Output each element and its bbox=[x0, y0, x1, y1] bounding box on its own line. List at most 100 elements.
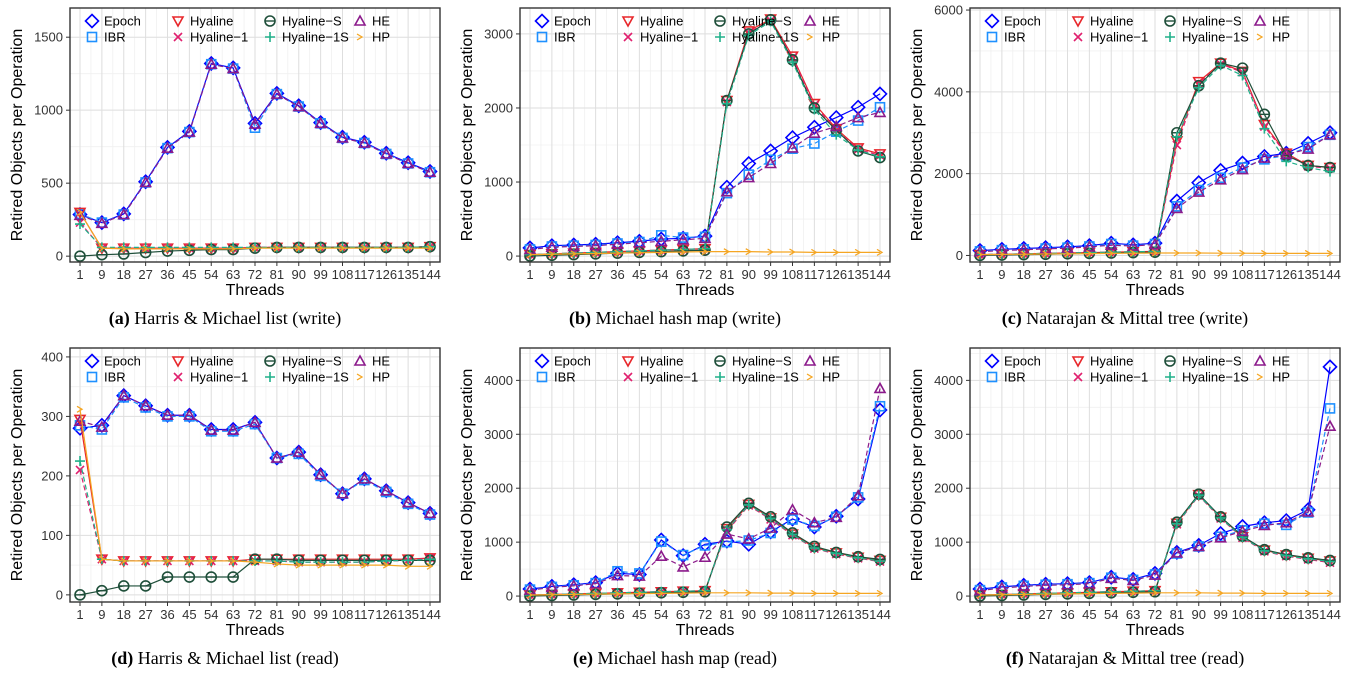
data-point bbox=[295, 244, 303, 252]
x-tick-label: 126 bbox=[375, 607, 397, 622]
legend-label: HP bbox=[1272, 370, 1290, 385]
series-hp bbox=[526, 248, 884, 259]
caption-letter: (d) bbox=[111, 648, 134, 668]
legend-item-epoch: Epoch bbox=[984, 13, 1041, 29]
x-tick-label: 99 bbox=[1213, 267, 1227, 282]
legend-key-icon bbox=[623, 32, 633, 42]
x-tick-label: 36 bbox=[1060, 267, 1074, 282]
data-point bbox=[117, 580, 130, 592]
x-tick-label: 126 bbox=[825, 267, 847, 282]
legend-item-hp: HP bbox=[806, 30, 840, 45]
data-point bbox=[1258, 108, 1271, 121]
caption-text: Natarajan & Mittal tree (read) bbox=[1028, 648, 1245, 668]
data-point bbox=[204, 423, 218, 435]
data-point bbox=[1083, 240, 1096, 252]
legend-label: HE bbox=[372, 14, 390, 29]
data-point bbox=[73, 414, 87, 426]
data-point bbox=[872, 86, 888, 102]
data-point bbox=[98, 244, 106, 252]
legend-item-he: HE bbox=[803, 14, 840, 29]
data-point bbox=[976, 251, 984, 259]
series-group bbox=[972, 359, 1338, 602]
x-tick-label: 9 bbox=[98, 267, 105, 282]
data-point bbox=[336, 487, 349, 499]
data-point bbox=[1279, 147, 1293, 160]
series-line bbox=[529, 388, 881, 591]
legend-item-hyaline-1: Hyaline−1 bbox=[173, 30, 248, 45]
data-point bbox=[679, 589, 687, 597]
data-point bbox=[1259, 154, 1270, 165]
y-axis-title: Retired Objects per Operation bbox=[9, 29, 26, 242]
data-point bbox=[120, 245, 128, 253]
legend-key-icon bbox=[623, 372, 633, 382]
legend-key-icon bbox=[1256, 373, 1264, 381]
legend-key-icon bbox=[86, 371, 98, 383]
data-point bbox=[248, 117, 262, 129]
data-point bbox=[742, 26, 756, 38]
legend-key-icon bbox=[264, 15, 276, 27]
legend-key-icon bbox=[806, 33, 814, 41]
x-tick-label: 54 bbox=[204, 267, 218, 282]
legend-item-he: HE bbox=[1253, 354, 1290, 369]
y-tick-label: 0 bbox=[506, 589, 513, 604]
data-point bbox=[426, 244, 434, 252]
legend-item-he: HE bbox=[1253, 14, 1290, 29]
x-tick-label: 1 bbox=[976, 267, 983, 282]
data-point bbox=[426, 562, 434, 570]
data-point bbox=[1020, 250, 1028, 258]
legend-label: IBR bbox=[1004, 370, 1026, 385]
x-tick-label: 54 bbox=[1104, 267, 1118, 282]
data-point bbox=[229, 557, 237, 565]
data-point bbox=[226, 423, 240, 435]
data-point bbox=[1042, 590, 1049, 598]
x-tick-label: 99 bbox=[313, 267, 327, 282]
legend-label: Hyaline−S bbox=[282, 354, 342, 369]
data-point bbox=[829, 510, 843, 523]
x-tick-label: 36 bbox=[610, 607, 624, 622]
data-point bbox=[764, 521, 777, 533]
series-group bbox=[72, 55, 438, 262]
data-point bbox=[358, 472, 371, 484]
data-point bbox=[1170, 201, 1184, 214]
data-point bbox=[1301, 505, 1315, 517]
x-tick-label: 9 bbox=[998, 267, 1005, 282]
legend-label: HP bbox=[372, 30, 390, 45]
legend-key-icon bbox=[1071, 16, 1085, 28]
data-point bbox=[1151, 589, 1159, 597]
legend-item-hyaline-s: Hyaline−S bbox=[1164, 354, 1242, 369]
data-point bbox=[226, 61, 240, 74]
series-hp bbox=[76, 405, 434, 570]
legend-item-hyaline-s: Hyaline−S bbox=[714, 354, 792, 369]
legend-key-icon bbox=[264, 355, 276, 367]
data-point bbox=[1193, 82, 1204, 93]
data-point bbox=[701, 589, 709, 597]
data-point bbox=[404, 562, 412, 570]
data-point bbox=[1261, 589, 1268, 597]
series-line bbox=[529, 251, 880, 256]
data-point bbox=[720, 185, 734, 197]
legend-item-hyaline: Hyaline bbox=[171, 14, 233, 29]
data-point bbox=[720, 527, 734, 539]
data-point bbox=[655, 536, 667, 547]
data-point bbox=[207, 245, 215, 253]
legend-key-icon bbox=[1165, 372, 1175, 382]
x-tick-label: 54 bbox=[654, 267, 668, 282]
data-point bbox=[403, 555, 414, 566]
series-group bbox=[522, 14, 888, 262]
data-point bbox=[1259, 545, 1270, 556]
data-point bbox=[809, 543, 820, 554]
x-tick-label: 81 bbox=[1170, 607, 1184, 622]
data-point bbox=[851, 110, 865, 123]
x-tick-label: 81 bbox=[270, 607, 284, 622]
data-point bbox=[786, 141, 799, 153]
data-point bbox=[1195, 249, 1203, 257]
data-point bbox=[1304, 249, 1312, 257]
x-tick-label: 9 bbox=[998, 607, 1005, 622]
data-point bbox=[1303, 162, 1314, 173]
data-point bbox=[876, 248, 884, 256]
data-point bbox=[742, 170, 756, 183]
series-line bbox=[529, 592, 880, 596]
data-point bbox=[676, 560, 690, 572]
data-point bbox=[1325, 166, 1335, 177]
legend-item-hyaline-1: Hyaline−1 bbox=[1073, 30, 1148, 45]
